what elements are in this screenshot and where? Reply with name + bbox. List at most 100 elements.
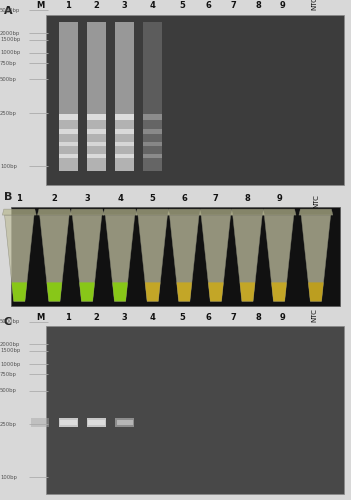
Text: 4: 4 bbox=[117, 194, 123, 202]
Bar bbox=[115, 129, 134, 134]
Text: NTC: NTC bbox=[313, 194, 319, 207]
Text: 9: 9 bbox=[280, 2, 285, 11]
Text: 9: 9 bbox=[276, 194, 282, 202]
Text: 250bp: 250bp bbox=[0, 111, 17, 116]
Bar bbox=[143, 22, 162, 114]
Text: 3: 3 bbox=[84, 194, 90, 202]
Text: 7: 7 bbox=[231, 2, 236, 11]
Text: 2: 2 bbox=[94, 2, 99, 11]
Polygon shape bbox=[105, 215, 135, 302]
Polygon shape bbox=[103, 209, 137, 215]
Polygon shape bbox=[70, 209, 104, 215]
Polygon shape bbox=[138, 215, 167, 302]
Text: A: A bbox=[4, 6, 12, 16]
Text: 750bp: 750bp bbox=[0, 372, 17, 377]
Polygon shape bbox=[233, 215, 262, 302]
Bar bbox=[143, 114, 162, 120]
Polygon shape bbox=[12, 282, 27, 302]
Polygon shape bbox=[170, 215, 199, 302]
Bar bbox=[59, 418, 78, 427]
Text: 100bp: 100bp bbox=[0, 475, 17, 480]
Text: 1000bp: 1000bp bbox=[0, 362, 20, 366]
Text: 3: 3 bbox=[122, 2, 127, 11]
Polygon shape bbox=[145, 282, 160, 302]
Text: C: C bbox=[4, 317, 12, 327]
Text: 3: 3 bbox=[122, 312, 127, 322]
Bar bbox=[59, 154, 78, 158]
Bar bbox=[87, 22, 106, 114]
Text: 1: 1 bbox=[66, 312, 71, 322]
Bar bbox=[59, 114, 78, 120]
Bar bbox=[87, 418, 106, 427]
Bar bbox=[115, 114, 134, 120]
Polygon shape bbox=[167, 209, 201, 215]
Text: 6: 6 bbox=[206, 312, 212, 322]
Polygon shape bbox=[79, 282, 95, 302]
Bar bbox=[46, 15, 344, 185]
Text: B: B bbox=[4, 192, 12, 202]
Polygon shape bbox=[199, 209, 233, 215]
Text: 7: 7 bbox=[231, 312, 236, 322]
Text: 4: 4 bbox=[150, 2, 155, 11]
Bar bbox=[115, 142, 134, 146]
Polygon shape bbox=[47, 282, 62, 302]
Bar bbox=[117, 420, 133, 425]
Bar bbox=[59, 114, 78, 172]
Polygon shape bbox=[299, 209, 333, 215]
Polygon shape bbox=[201, 215, 231, 302]
Polygon shape bbox=[136, 209, 170, 215]
Bar bbox=[115, 154, 134, 158]
Text: 1: 1 bbox=[16, 194, 22, 202]
Text: 8: 8 bbox=[245, 194, 250, 202]
Text: 1000bp: 1000bp bbox=[0, 50, 20, 56]
Bar bbox=[31, 418, 49, 427]
Text: 5: 5 bbox=[150, 194, 155, 202]
Text: 100bp: 100bp bbox=[0, 164, 17, 168]
Bar bbox=[143, 142, 162, 146]
Text: 2: 2 bbox=[94, 312, 99, 322]
Polygon shape bbox=[2, 209, 36, 215]
Bar bbox=[143, 114, 162, 172]
Text: 6: 6 bbox=[206, 2, 212, 11]
Text: 8: 8 bbox=[255, 312, 261, 322]
Bar bbox=[87, 129, 106, 134]
Bar bbox=[88, 420, 105, 425]
Bar bbox=[115, 418, 134, 427]
Text: 5000bp: 5000bp bbox=[0, 8, 20, 13]
Bar bbox=[87, 114, 106, 172]
Bar bbox=[143, 154, 162, 158]
Bar bbox=[11, 207, 340, 306]
Polygon shape bbox=[112, 282, 128, 302]
Bar bbox=[115, 114, 134, 172]
Text: 1500bp: 1500bp bbox=[0, 348, 20, 354]
Text: 2000bp: 2000bp bbox=[0, 30, 20, 36]
Bar bbox=[115, 22, 134, 114]
Text: 6: 6 bbox=[181, 194, 187, 202]
Polygon shape bbox=[301, 215, 331, 302]
Bar bbox=[87, 114, 106, 120]
Text: 750bp: 750bp bbox=[0, 60, 17, 66]
Bar bbox=[87, 154, 106, 158]
Text: 1: 1 bbox=[66, 2, 71, 11]
Bar bbox=[46, 326, 344, 494]
Text: 2000bp: 2000bp bbox=[0, 342, 20, 347]
Text: 8: 8 bbox=[255, 2, 261, 11]
Bar bbox=[143, 129, 162, 134]
Text: 250bp: 250bp bbox=[0, 422, 17, 427]
Text: 9: 9 bbox=[280, 312, 285, 322]
Polygon shape bbox=[5, 215, 34, 302]
Text: 500bp: 500bp bbox=[0, 77, 17, 82]
Polygon shape bbox=[231, 209, 264, 215]
Bar bbox=[59, 22, 78, 114]
Text: 7: 7 bbox=[213, 194, 219, 202]
Bar bbox=[59, 142, 78, 146]
Text: M: M bbox=[36, 312, 45, 322]
Polygon shape bbox=[40, 215, 69, 302]
Bar bbox=[60, 420, 77, 425]
Text: 5000bp: 5000bp bbox=[0, 319, 20, 324]
Text: M: M bbox=[36, 2, 45, 11]
Polygon shape bbox=[240, 282, 255, 302]
Text: NTC: NTC bbox=[311, 0, 317, 10]
Polygon shape bbox=[177, 282, 192, 302]
Polygon shape bbox=[38, 209, 71, 215]
